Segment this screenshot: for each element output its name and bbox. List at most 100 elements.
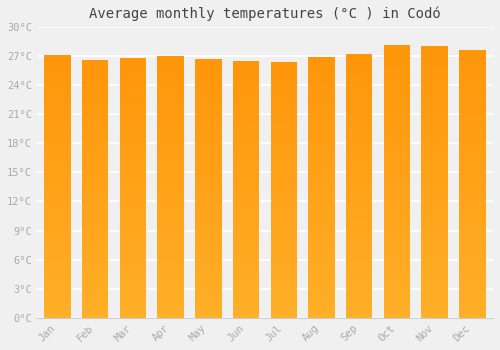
Bar [158,56,184,59]
Bar [459,174,485,177]
Bar [120,93,146,97]
Bar [459,224,485,228]
Bar [270,100,297,103]
Bar [195,305,222,308]
Bar [233,67,260,70]
Bar [422,280,448,284]
Bar [82,176,108,179]
Bar [120,237,146,240]
Bar [120,246,146,250]
Bar [422,178,448,182]
Bar [195,292,222,295]
Bar [82,244,108,247]
Bar [270,167,297,170]
Bar [308,217,334,220]
Bar [346,156,372,160]
Bar [384,175,410,178]
Bar [308,197,334,201]
Bar [158,82,184,85]
Bar [270,91,297,94]
Bar [44,176,70,180]
Bar [44,137,70,140]
Bar [346,61,372,64]
Bar [120,256,146,259]
Bar [270,126,297,129]
Bar [44,98,70,101]
Bar [158,151,184,154]
Bar [233,202,260,205]
Bar [195,130,222,133]
Bar [384,52,410,55]
Bar [233,151,260,154]
Bar [120,126,146,130]
Bar [195,253,222,256]
Bar [158,138,184,141]
Bar [459,315,485,318]
Bar [44,256,70,259]
Bar [270,97,297,100]
Bar [270,148,297,151]
Bar [459,161,485,164]
Bar [308,259,334,262]
Bar [195,107,222,111]
Bar [422,165,448,168]
Bar [346,123,372,126]
Bar [346,163,372,166]
Bar [308,125,334,129]
Bar [459,187,485,191]
Bar [384,263,410,267]
Bar [233,282,260,286]
Bar [459,87,485,90]
Bar [195,133,222,136]
Bar [120,272,146,275]
Bar [120,302,146,305]
Bar [233,138,260,141]
Bar [120,198,146,201]
Bar [270,151,297,155]
Bar [233,103,260,106]
Bar [195,156,222,159]
Bar [270,142,297,145]
Bar [384,280,410,284]
Bar [459,134,485,137]
Bar [270,68,297,71]
Bar [384,120,410,124]
Bar [44,203,70,206]
Bar [459,117,485,120]
Bar [346,199,372,202]
Bar [308,57,334,60]
Bar [346,84,372,87]
Bar [308,93,334,96]
Bar [120,107,146,110]
Bar [346,130,372,133]
Bar [308,132,334,135]
Bar [459,274,485,278]
Bar [158,118,184,121]
Bar [384,182,410,185]
Bar [158,125,184,128]
Bar [44,167,70,170]
Bar [44,226,70,229]
Bar [195,195,222,198]
Bar [346,179,372,183]
Bar [459,191,485,194]
Bar [270,228,297,231]
Bar [308,239,334,243]
Bar [270,62,297,65]
Bar [82,186,108,189]
Bar [270,279,297,283]
Bar [346,189,372,193]
Bar [384,168,410,171]
Bar [233,160,260,163]
Bar [270,257,297,260]
Bar [422,284,448,287]
Bar [384,154,410,158]
Bar [233,286,260,289]
Bar [384,96,410,100]
Bar [422,243,448,246]
Bar [44,249,70,252]
Bar [308,272,334,275]
Bar [422,230,448,233]
Bar [195,127,222,130]
Bar [346,149,372,153]
